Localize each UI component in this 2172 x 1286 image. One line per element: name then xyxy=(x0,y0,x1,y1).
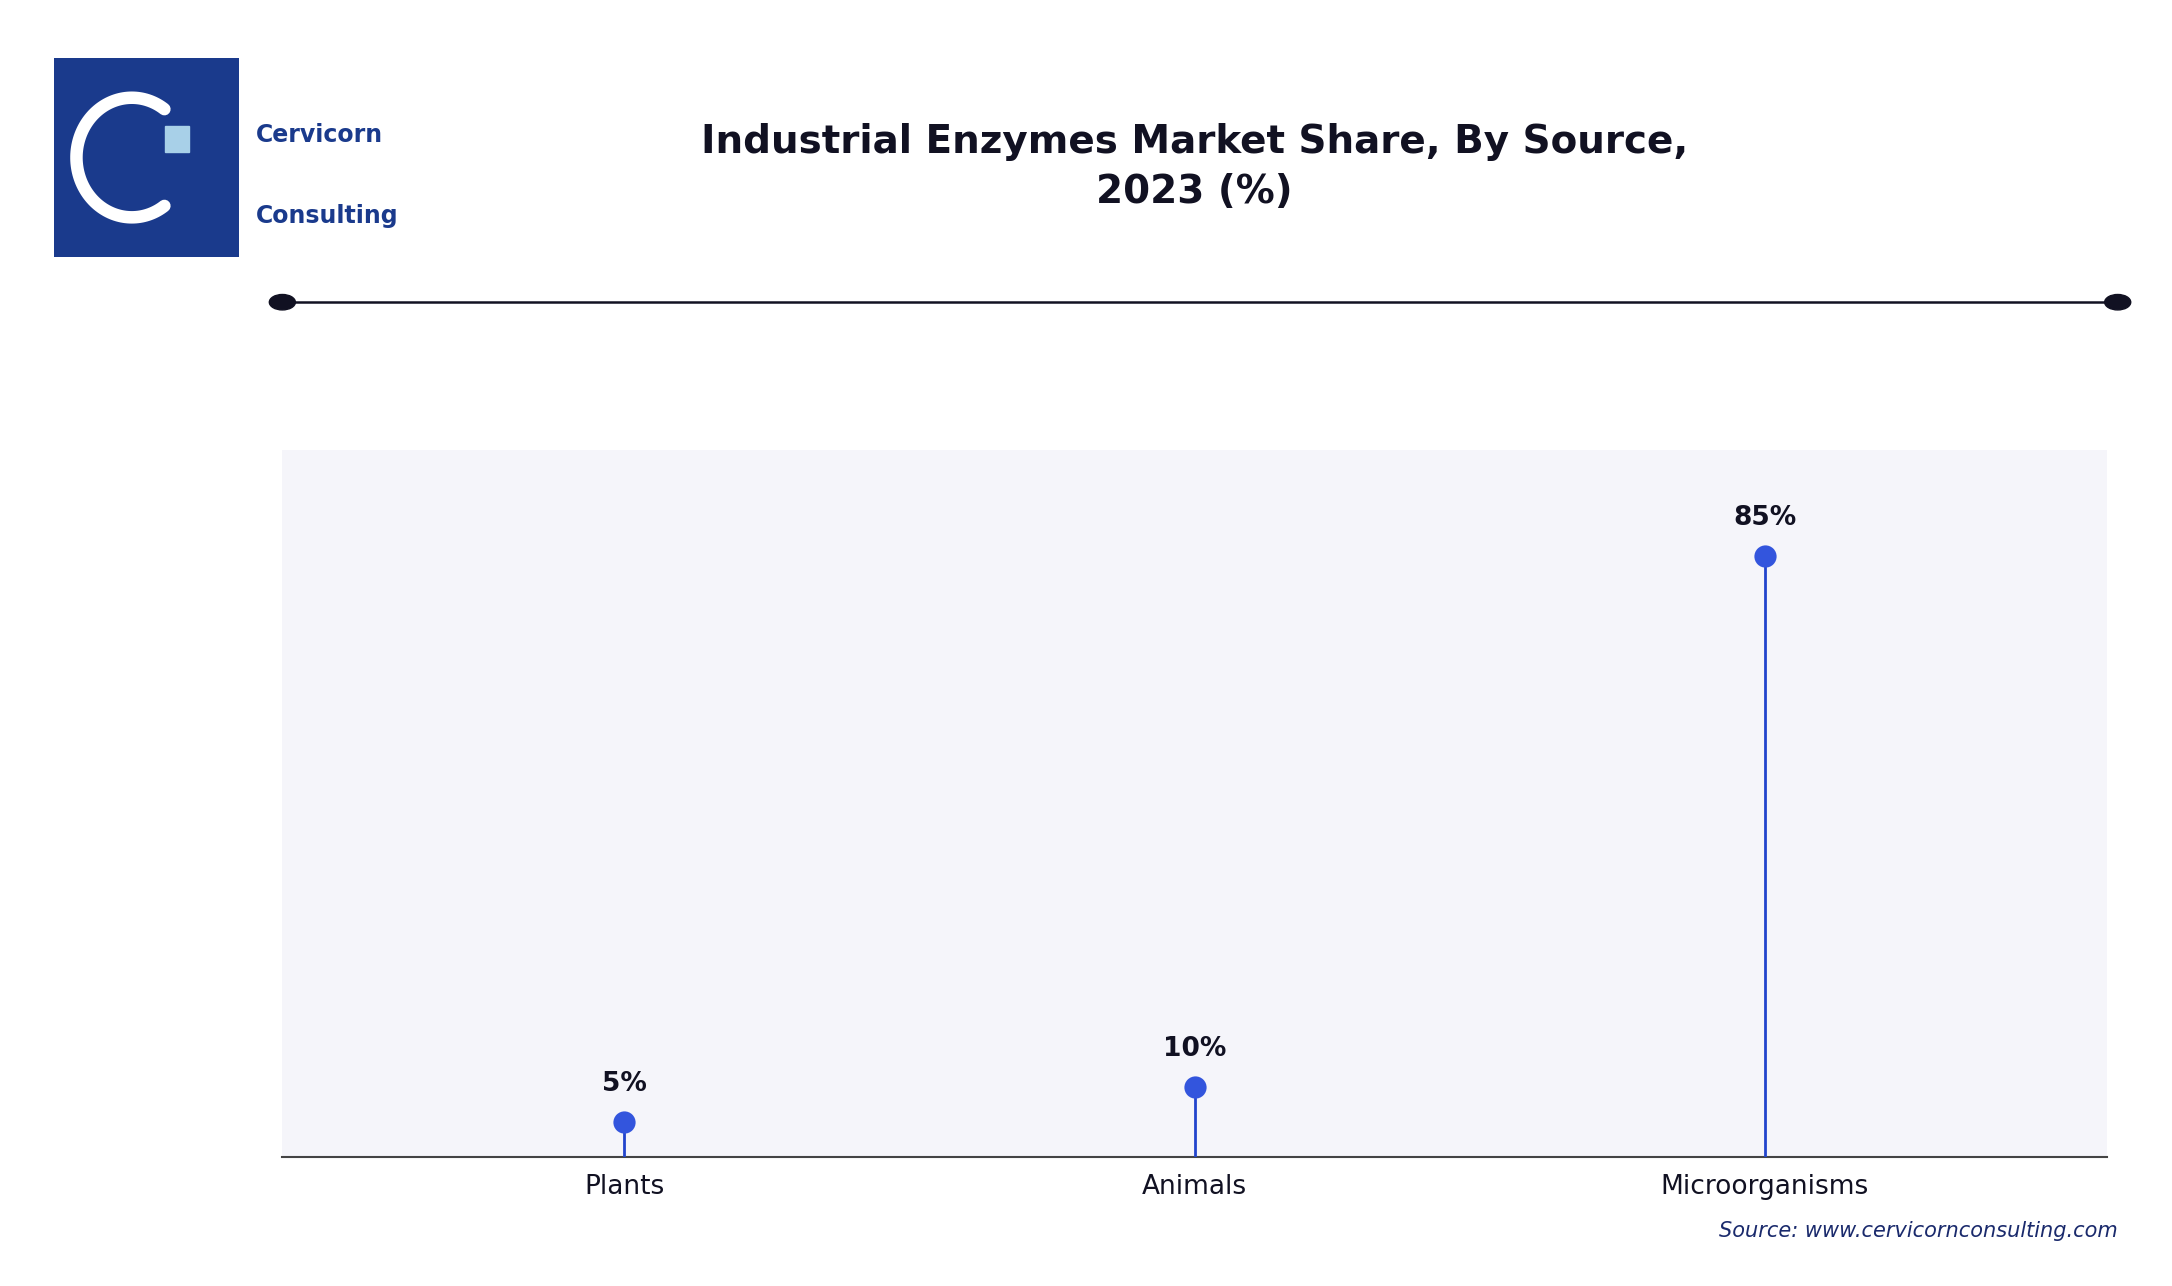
Text: 10%: 10% xyxy=(1162,1037,1227,1062)
Text: 5%: 5% xyxy=(602,1071,647,1097)
Text: Cervicorn: Cervicorn xyxy=(256,123,384,147)
FancyBboxPatch shape xyxy=(165,126,189,152)
Text: Consulting: Consulting xyxy=(256,204,400,228)
Text: Industrial Enzymes Market Share, By Source,
2023 (%): Industrial Enzymes Market Share, By Sour… xyxy=(702,123,1688,211)
Text: 85%: 85% xyxy=(1733,505,1796,531)
Text: Source: www.cervicornconsulting.com: Source: www.cervicornconsulting.com xyxy=(1718,1220,2118,1241)
